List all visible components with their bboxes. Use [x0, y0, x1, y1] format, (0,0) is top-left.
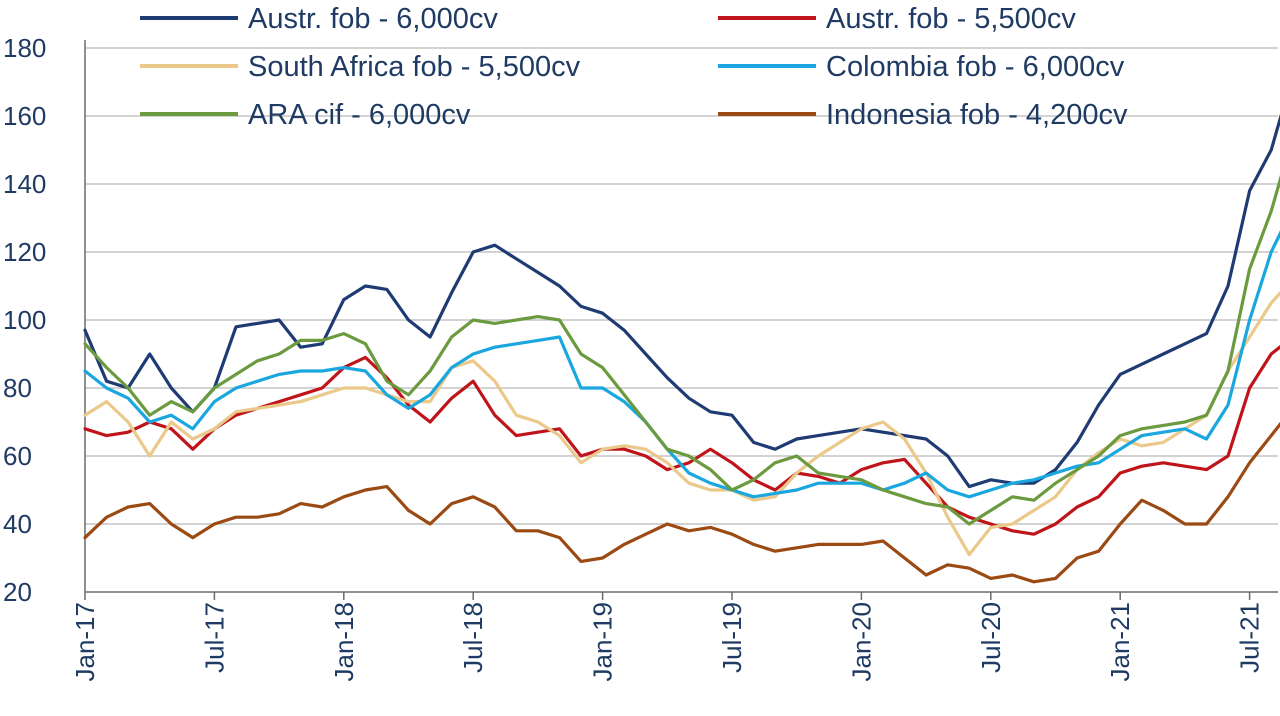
legend-label-3: South Africa fob - 5,500cv	[248, 51, 581, 83]
series-line-5	[83, 174, 1280, 526]
y-tick-label: 180	[3, 33, 46, 63]
series-line-1	[83, 113, 1280, 489]
y-tick-label: 80	[3, 373, 32, 403]
x-tick-label: Jan-21	[1105, 602, 1135, 682]
y-tick-label: 40	[3, 509, 32, 539]
x-tick-label: Jul-21	[1235, 602, 1265, 673]
x-tick-label: Jul-19	[717, 602, 747, 673]
x-tick-label: Jul-17	[199, 602, 229, 673]
x-tick-label: Jan-18	[329, 602, 359, 682]
y-tick-label: 120	[3, 237, 46, 267]
legend-label-2: Austr. fob - 5,500cv	[826, 3, 1076, 35]
y-tick-label: 160	[3, 101, 46, 131]
legend: Austr. fob - 6,000cv Austr. fob - 5,500cv…	[140, 3, 1128, 131]
series-line-6	[83, 421, 1280, 584]
series-line-3	[83, 290, 1280, 557]
legend-label-1: Austr. fob - 6,000cv	[248, 3, 498, 35]
series-line-2	[83, 345, 1280, 536]
series-line-4	[83, 230, 1280, 499]
legend-label-4: Colombia fob - 6,000cv	[826, 51, 1125, 83]
y-tick-label: 20	[3, 577, 32, 607]
gridlines	[85, 47, 1278, 525]
x-tick-label: Jan-20	[846, 602, 876, 682]
x-tick-label: Jul-20	[976, 602, 1006, 673]
axes: 20 40 60 80 100 120 140 160 180 Jan-17 Jul-17 Jan-1…	[3, 33, 1278, 682]
y-tick-label: 140	[3, 169, 46, 199]
legend-label-6: Indonesia fob - 4,200cv	[826, 99, 1128, 131]
x-tick-label: Jan-19	[588, 602, 618, 682]
series-lines	[83, 113, 1280, 584]
legend-label-5: ARA cif - 6,000cv	[248, 99, 471, 131]
y-tick-label: 100	[3, 305, 46, 335]
x-tick-label: Jan-17	[70, 602, 100, 682]
x-tick-label: Jul-18	[458, 602, 488, 673]
y-tick-label: 60	[3, 441, 32, 471]
